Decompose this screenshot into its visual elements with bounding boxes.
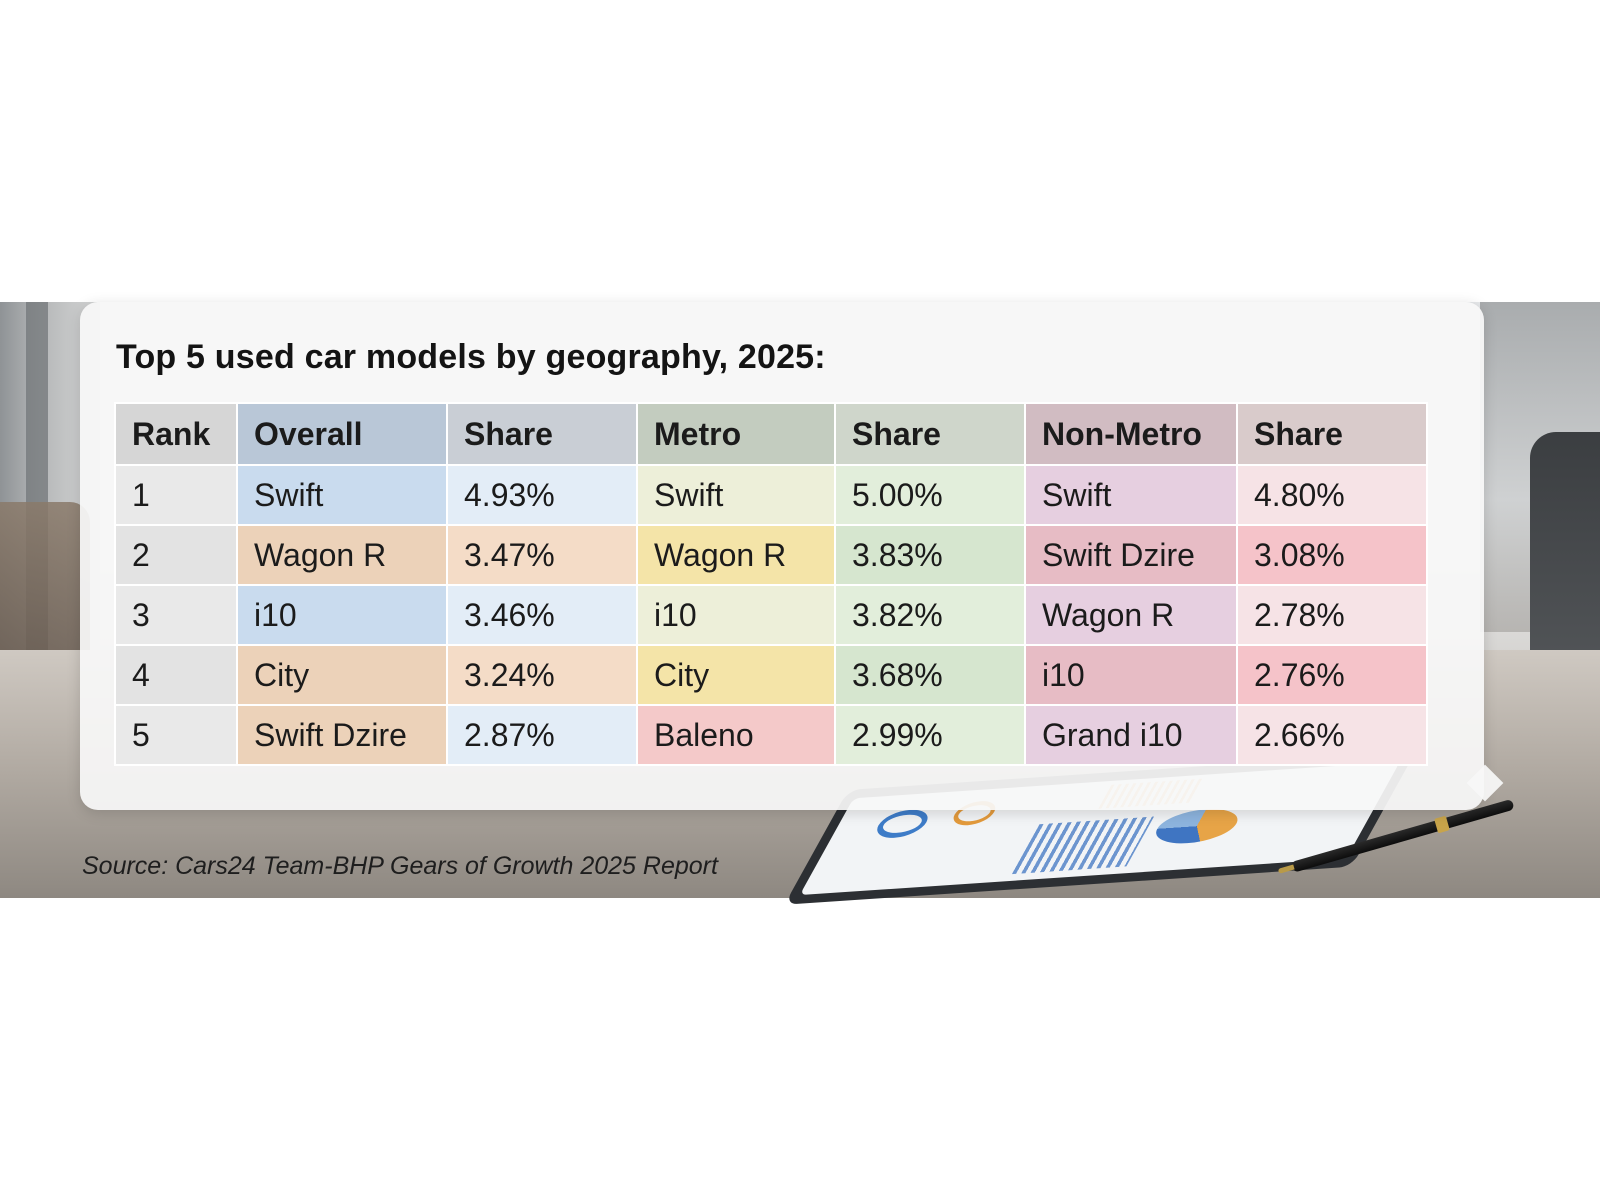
table-cell: 4.80% — [1236, 464, 1428, 526]
table-cell: i10 — [1024, 644, 1238, 706]
column-header: Share — [446, 402, 638, 466]
table-header-row: Rank Overall Share Metro Share Non-Metro Share — [114, 402, 1428, 466]
column-header: Rank — [114, 402, 238, 466]
column-header: Share — [1236, 402, 1428, 466]
table-cell: Swift — [1024, 464, 1238, 526]
source-note: Source: Cars24 Team-BHP Gears of Growth … — [82, 852, 718, 880]
table-cell: 3.46% — [446, 584, 638, 646]
column-header: Metro — [636, 402, 836, 466]
table-row: 5 Swift Dzire 2.87% Baleno 2.99% Grand i10 2.6… — [114, 704, 1428, 766]
tablet-bar-chart — [1011, 816, 1155, 875]
table-row: 3 i10 3.46% i10 3.82% Wagon R 2.78% — [114, 584, 1428, 646]
table-cell: City — [236, 644, 448, 706]
table-cell: City — [636, 644, 836, 706]
column-header: Non-Metro — [1024, 402, 1238, 466]
table-cell: 3 — [114, 584, 238, 646]
background-chair-left — [0, 502, 90, 652]
table-cell: 5.00% — [834, 464, 1026, 526]
chart-title: Top 5 used car models by geography, 2025… — [116, 338, 826, 376]
table-cell: 3.83% — [834, 524, 1026, 586]
table-cell: i10 — [236, 584, 448, 646]
table-cell: 3.08% — [1236, 524, 1428, 586]
table-cell: Wagon R — [1024, 584, 1238, 646]
table-row: 1 Swift 4.93% Swift 5.00% Swift 4.80% — [114, 464, 1428, 526]
background-chair-right — [1530, 432, 1600, 652]
table-cell: 4 — [114, 644, 238, 706]
table-cell: Swift — [236, 464, 448, 526]
table-cell: i10 — [636, 584, 836, 646]
tablet-pie-chart — [1147, 806, 1246, 846]
table-cell: 1 — [114, 464, 238, 526]
table-cell: 2.76% — [1236, 644, 1428, 706]
table-cell: 3.82% — [834, 584, 1026, 646]
column-header: Share — [834, 402, 1026, 466]
table-cell: Swift Dzire — [1024, 524, 1238, 586]
table-cell: Baleno — [636, 704, 836, 766]
table-card: Top 5 used car models by geography, 2025… — [80, 302, 1504, 810]
tablet-donut-chart — [870, 808, 935, 840]
table-cell: 2.99% — [834, 704, 1026, 766]
table-cell: 3.24% — [446, 644, 638, 706]
table-cell: 4.93% — [446, 464, 638, 526]
table-cell: Wagon R — [236, 524, 448, 586]
table-cell: 2.87% — [446, 704, 638, 766]
table-row: 2 Wagon R 3.47% Wagon R 3.83% Swift Dzire 3.08… — [114, 524, 1428, 586]
table-cell: 3.47% — [446, 524, 638, 586]
table-cell: Grand i10 — [1024, 704, 1238, 766]
table-cell: 5 — [114, 704, 238, 766]
table-cell: 2.66% — [1236, 704, 1428, 766]
table-cell: 2.78% — [1236, 584, 1428, 646]
table-cell: 3.68% — [834, 644, 1026, 706]
column-header: Overall — [236, 402, 448, 466]
table-row: 4 City 3.24% City 3.68% i10 2.76% — [114, 644, 1428, 706]
table-cell: 2 — [114, 524, 238, 586]
table-cell: Wagon R — [636, 524, 836, 586]
table-cell: Swift — [636, 464, 836, 526]
pen-clip — [1434, 815, 1450, 834]
table-cell: Swift Dzire — [236, 704, 448, 766]
data-table: Rank Overall Share Metro Share Non-Metro Share… — [114, 402, 1428, 766]
